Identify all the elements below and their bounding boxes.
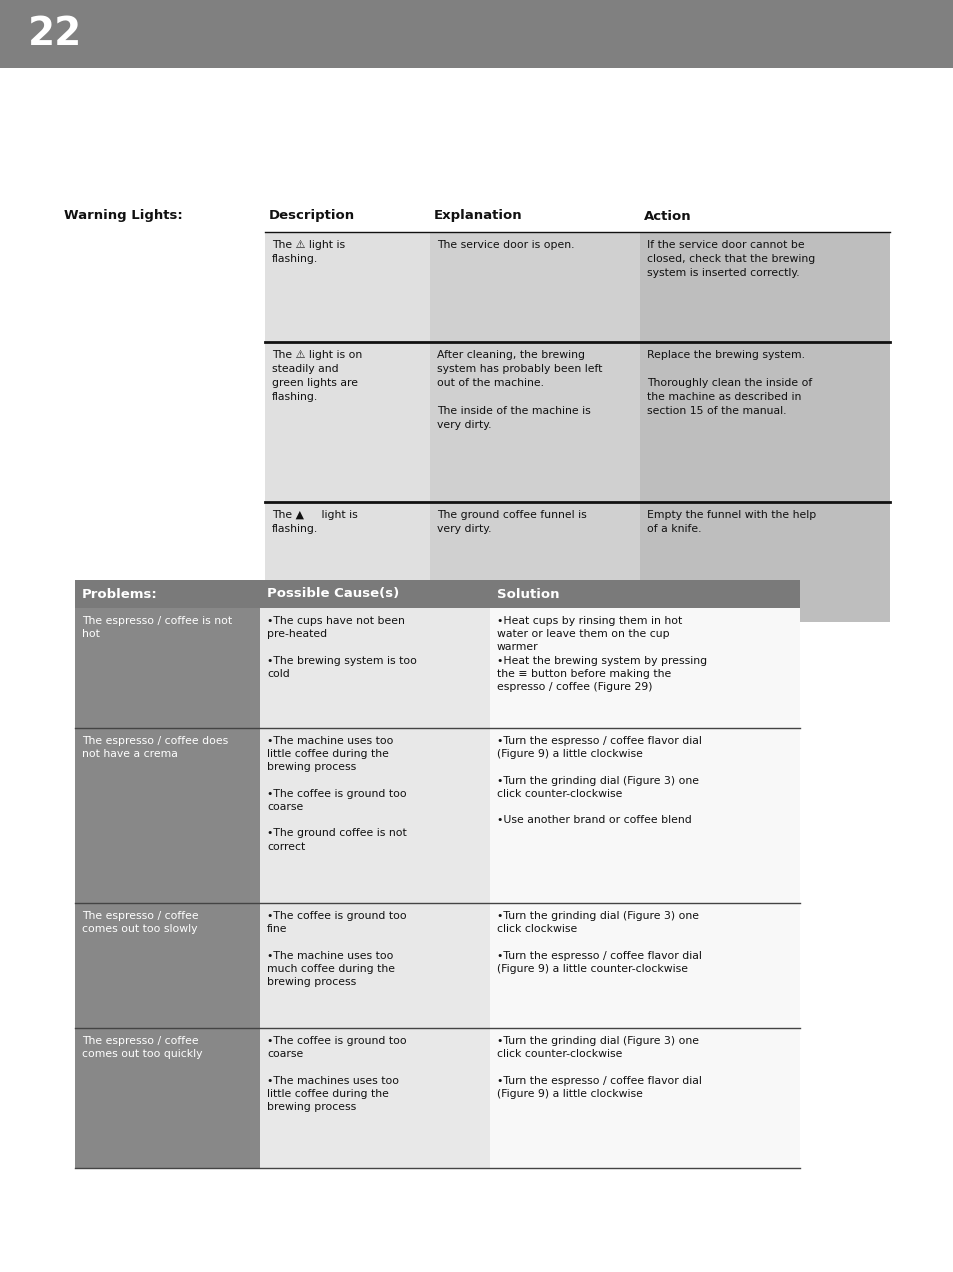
Text: The espresso / coffee is not
hot: The espresso / coffee is not hot: [82, 616, 232, 640]
Text: Possible Cause(s): Possible Cause(s): [267, 588, 399, 600]
Bar: [260, 608, 490, 728]
Bar: [265, 232, 430, 342]
Text: The ▲     light is
flashing.: The ▲ light is flashing.: [272, 510, 357, 534]
Text: 22: 22: [28, 15, 82, 53]
Text: Empty the funnel with the help
of a knife.: Empty the funnel with the help of a knif…: [646, 510, 816, 534]
Text: Warning Lights:: Warning Lights:: [64, 210, 183, 223]
Text: •Heat cups by rinsing them in hot
water or leave them on the cup
warmer
•Heat th: •Heat cups by rinsing them in hot water …: [497, 616, 706, 692]
Text: •Turn the grinding dial (Figure 3) one
click clockwise

•Turn the espresso / cof: •Turn the grinding dial (Figure 3) one c…: [497, 911, 701, 974]
Bar: [490, 608, 800, 728]
Bar: [60, 342, 265, 502]
Bar: [639, 342, 889, 502]
Bar: [490, 728, 800, 903]
Bar: [75, 580, 800, 608]
Bar: [265, 342, 430, 502]
Bar: [430, 342, 639, 502]
Bar: [75, 608, 260, 728]
Text: The ⚠ light is on
steadily and
green lights are
flashing.: The ⚠ light is on steadily and green lig…: [272, 350, 362, 402]
Bar: [75, 728, 260, 903]
Text: The ground coffee funnel is
very dirty.: The ground coffee funnel is very dirty.: [436, 510, 586, 534]
Text: The espresso / coffee
comes out too slowly: The espresso / coffee comes out too slow…: [82, 911, 198, 934]
Text: Solution: Solution: [497, 588, 558, 600]
Text: The ⚠ light is
flashing.: The ⚠ light is flashing.: [272, 240, 345, 265]
Text: Explanation: Explanation: [434, 210, 522, 223]
Bar: [639, 232, 889, 342]
Text: •The coffee is ground too
fine

•The machine uses too
much coffee during the
bre: •The coffee is ground too fine •The mach…: [267, 911, 406, 987]
Bar: [260, 728, 490, 903]
Bar: [60, 232, 265, 342]
Text: After cleaning, the brewing
system has probably been left
out of the machine.

T: After cleaning, the brewing system has p…: [436, 350, 601, 430]
Bar: [260, 1028, 490, 1168]
Text: •Turn the grinding dial (Figure 3) one
click counter-clockwise

•Turn the espres: •Turn the grinding dial (Figure 3) one c…: [497, 1035, 701, 1099]
Bar: [60, 502, 265, 622]
Bar: [260, 903, 490, 1028]
Bar: [490, 903, 800, 1028]
Bar: [75, 903, 260, 1028]
Bar: [490, 1028, 800, 1168]
Text: •The machine uses too
little coffee during the
brewing process

•The coffee is g: •The machine uses too little coffee duri…: [267, 736, 406, 851]
Text: The espresso / coffee
comes out too quickly: The espresso / coffee comes out too quic…: [82, 1035, 202, 1060]
Bar: [430, 502, 639, 622]
Bar: [75, 1028, 260, 1168]
Text: •Turn the espresso / coffee flavor dial
(Figure 9) a little clockwise

•Turn the: •Turn the espresso / coffee flavor dial …: [497, 736, 701, 826]
Text: Replace the brewing system.

Thoroughly clean the inside of
the machine as descr: Replace the brewing system. Thoroughly c…: [646, 350, 811, 416]
Text: •The cups have not been
pre-heated

•The brewing system is too
cold: •The cups have not been pre-heated •The …: [267, 616, 416, 679]
Text: Description: Description: [269, 210, 355, 223]
Bar: [430, 232, 639, 342]
Text: The service door is open.: The service door is open.: [436, 240, 574, 251]
Bar: [265, 502, 430, 622]
Bar: [639, 502, 889, 622]
Text: •The coffee is ground too
coarse

•The machines uses too
little coffee during th: •The coffee is ground too coarse •The ma…: [267, 1035, 406, 1112]
Text: Action: Action: [643, 210, 691, 223]
Bar: [0, 0, 953, 67]
Text: If the service door cannot be
closed, check that the brewing
system is inserted : If the service door cannot be closed, ch…: [646, 240, 815, 279]
Text: Problems:: Problems:: [82, 588, 157, 600]
Text: The espresso / coffee does
not have a crema: The espresso / coffee does not have a cr…: [82, 736, 228, 759]
